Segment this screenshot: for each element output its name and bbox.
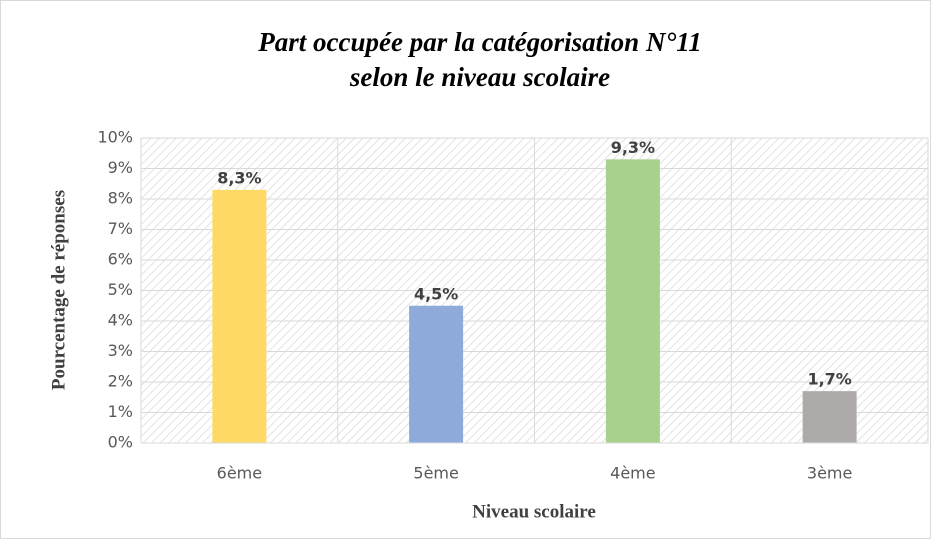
y-tick-label: 2% bbox=[108, 372, 133, 391]
x-axis-label: Niveau scolaire bbox=[472, 501, 596, 522]
y-tick-label: 5% bbox=[108, 280, 133, 299]
x-tick-label: 6ème bbox=[217, 464, 262, 483]
y-tick-label: 8% bbox=[108, 189, 133, 208]
chart-title: selon le niveau scolaire bbox=[349, 62, 610, 92]
data-label: 1,7% bbox=[807, 370, 851, 389]
marks: 0% 1% 2% 3% 4% 5% 6% 7% 8% 9% 10% 6ème 8,3% 5ème 4,5% 4… bbox=[97, 128, 929, 483]
y-tick-label: 9% bbox=[108, 158, 133, 177]
y-tick-label: 3% bbox=[108, 341, 133, 360]
y-tick-label: 6% bbox=[108, 250, 133, 269]
y-tick-label: 7% bbox=[108, 219, 133, 238]
y-axis-label: Pourcentage de réponses bbox=[48, 190, 69, 390]
y-tick-label: 0% bbox=[108, 433, 133, 452]
y-tick-label: 4% bbox=[108, 311, 133, 330]
bar bbox=[605, 159, 660, 443]
data-label: 9,3% bbox=[611, 138, 655, 157]
data-label: 4,5% bbox=[414, 284, 458, 303]
x-tick-label: 4ème bbox=[610, 464, 655, 483]
x-tick-label: 3ème bbox=[807, 464, 852, 483]
chart-title: Part occupée par la catégorisation N°11 bbox=[257, 27, 702, 57]
data-label: 8,3% bbox=[217, 168, 261, 187]
y-tick-label: 1% bbox=[108, 402, 133, 421]
bar bbox=[212, 189, 267, 443]
bar bbox=[802, 391, 857, 443]
x-tick-label: 5ème bbox=[413, 464, 458, 483]
bar bbox=[409, 305, 464, 443]
y-tick-label: 10% bbox=[97, 128, 133, 147]
